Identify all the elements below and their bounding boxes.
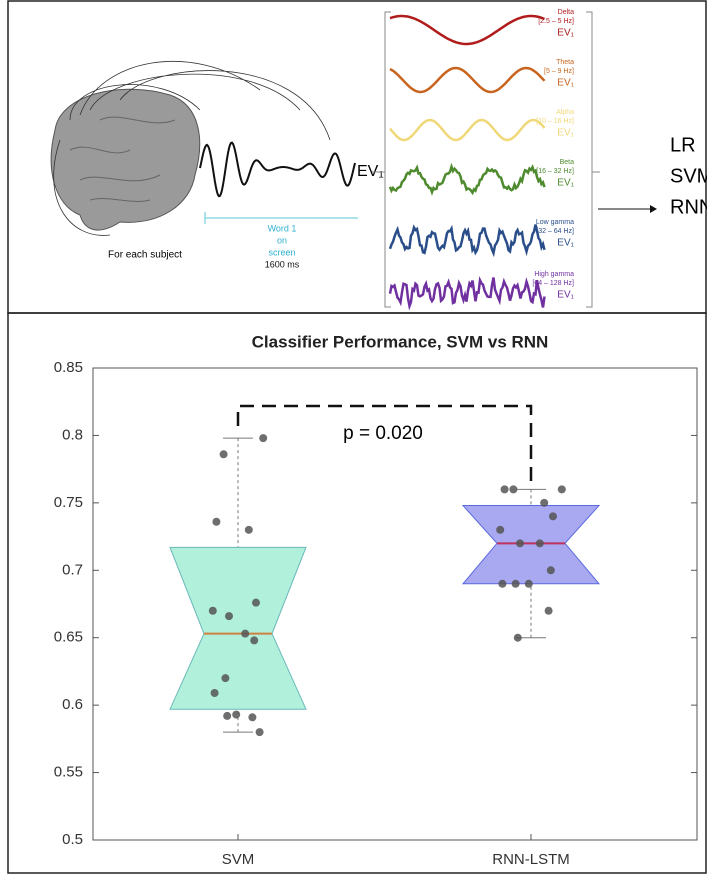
y-tick-label: 0.55: [54, 764, 83, 781]
data-point: [241, 630, 249, 638]
data-point: [496, 526, 504, 534]
band-wave: [390, 120, 545, 140]
significance-bracket: [238, 406, 531, 488]
data-point: [501, 485, 509, 493]
data-point: [498, 580, 506, 588]
y-tick-label: 0.8: [62, 426, 83, 443]
band-range: [32 – 64 Hz]: [536, 228, 574, 235]
stimulus-label: on: [277, 235, 287, 245]
arrow-head: [650, 205, 657, 213]
right-bracket: [586, 12, 600, 307]
data-point: [220, 450, 228, 458]
data-point: [547, 566, 555, 574]
data-point: [211, 689, 219, 697]
data-point: [248, 713, 256, 721]
data-point: [509, 485, 517, 493]
y-tick-label: 0.75: [54, 494, 83, 511]
duration-label: 1600 ms: [265, 259, 300, 269]
band-range: [10 – 16 Hz]: [536, 118, 574, 125]
band-ev: EV₁: [557, 28, 574, 39]
data-point: [540, 499, 548, 507]
y-tick-label: 0.85: [54, 359, 83, 376]
y-tick-label: 0.7: [62, 561, 83, 578]
classifier: SVM: [670, 165, 707, 187]
classifier: LR: [670, 134, 696, 156]
band-ev: EV₁: [557, 128, 574, 139]
subject-label: For each subject: [108, 250, 182, 261]
band-wave: [390, 167, 545, 193]
data-point: [212, 518, 220, 526]
x-tick-label: SVM: [222, 851, 255, 868]
band-name: Delta: [558, 9, 574, 16]
data-point: [209, 607, 217, 615]
data-point: [256, 728, 264, 736]
annotation: p = 0.020: [343, 423, 423, 444]
data-point: [225, 612, 233, 620]
band-wave: [390, 225, 545, 253]
band-wave: [390, 16, 545, 44]
y-tick-label: 0.65: [54, 629, 83, 646]
data-point: [512, 580, 520, 588]
classifier: RNN: [670, 196, 707, 218]
data-point: [549, 512, 557, 520]
data-point: [221, 674, 229, 682]
band-ev: EV₁: [557, 78, 574, 89]
band-name: Low gamma: [536, 219, 574, 226]
band-name: High gamma: [534, 271, 574, 278]
chart-title: Classifier Performance, SVM vs RNN: [252, 332, 549, 351]
figure: EV₁ Word 1 on screen 1600 ms For each su…: [0, 0, 707, 874]
data-point: [250, 636, 258, 644]
stimulus-label: screen: [268, 247, 295, 257]
stimulus-label: Word 1: [268, 223, 297, 233]
bottom-panel: [8, 313, 706, 873]
left-bracket: [372, 12, 391, 307]
band-wave: [390, 68, 545, 92]
band-range: [5 – 9 Hz]: [544, 68, 574, 75]
band-name: Alpha: [556, 109, 574, 116]
band-ev: EV₁: [557, 178, 574, 189]
box: [170, 547, 306, 709]
band-wave: [390, 278, 545, 308]
data-point: [259, 434, 267, 442]
band-range: [2.5 – 5 Hz]: [538, 18, 574, 25]
data-point: [536, 539, 544, 547]
data-point: [525, 580, 533, 588]
y-tick-label: 0.6: [62, 696, 83, 713]
data-point: [514, 634, 522, 642]
data-point: [558, 485, 566, 493]
data-point: [232, 711, 240, 719]
band-name: Theta: [556, 59, 574, 66]
data-point: [223, 712, 231, 720]
band-range: [64 – 128 Hz]: [532, 280, 574, 287]
y-tick-label: 0.5: [62, 831, 83, 848]
band-name: Beta: [560, 159, 575, 166]
brain: [51, 61, 330, 235]
band-ev: EV₁: [557, 290, 574, 301]
data-point: [516, 539, 524, 547]
data-point: [545, 607, 553, 615]
eeg-trace: [200, 143, 355, 197]
data-point: [252, 599, 260, 607]
x-tick-label: RNN-LSTM: [492, 851, 570, 868]
box: [463, 506, 599, 584]
band-range: [16 – 32 Hz]: [536, 168, 574, 175]
band-ev: EV₁: [557, 238, 574, 249]
data-point: [245, 526, 253, 534]
